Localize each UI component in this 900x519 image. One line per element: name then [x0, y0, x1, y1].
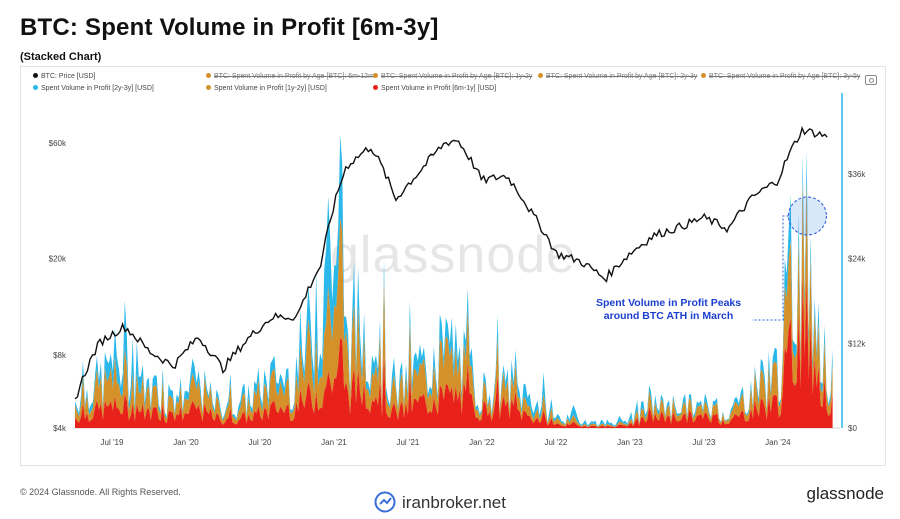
- iranbroker-logo-icon: [374, 491, 396, 513]
- annotation-connector: [752, 215, 789, 321]
- x-tick-label: Jan '24: [765, 438, 791, 447]
- copyright-text: © 2024 Glassnode. All Rights Reserved.: [20, 487, 181, 497]
- legend-item-btc-price[interactable]: BTC: Price [USD]: [33, 73, 95, 80]
- peak-highlight-circle: [787, 196, 827, 236]
- series-area-6m-1y: [75, 276, 833, 428]
- x-tick-label: Jul '20: [249, 438, 272, 447]
- annotation-line-1: Spent Volume in Profit Peaks: [596, 297, 742, 309]
- legend-item-btc-2y-3y[interactable]: BTC: Spent Volume in Profit by Age [BTC]…: [538, 73, 697, 80]
- y-right-tick-label: $12k: [848, 339, 866, 348]
- x-tick-label: Jan '21: [321, 438, 347, 447]
- legend-label: BTC: Spent Volume in Profit by Age [BTC]…: [214, 73, 374, 80]
- legend-label: Spent Volume in Profit [6m-1y] [USD]: [381, 85, 497, 92]
- legend-label: BTC: Spent Volume in Profit by Age [BTC]…: [709, 73, 861, 80]
- legend-swatch: [538, 73, 543, 78]
- camera-icon[interactable]: [865, 75, 877, 85]
- chart-subtitle: (Stacked Chart): [20, 51, 102, 63]
- brand-logo-text: glassnode: [806, 484, 884, 503]
- annotation-text: Spent Volume in Profit Peaks around BTC …: [596, 297, 741, 323]
- annotation-line-2: around BTC ATH in March: [603, 310, 734, 322]
- legend-label: BTC: Price [USD]: [41, 73, 96, 80]
- y-right-tick-label: $36k: [848, 170, 866, 179]
- legend-item-usd-6m-1y[interactable]: Spent Volume in Profit [6m-1y] [USD]: [373, 85, 496, 92]
- x-tick-label: Jan '23: [617, 438, 643, 447]
- x-tick-label: Jul '21: [396, 438, 419, 447]
- x-tick-label: Jul '23: [692, 438, 715, 447]
- y-left-tick-label: $20k: [49, 255, 67, 264]
- legend-swatch: [701, 73, 706, 78]
- legend-swatch: [373, 73, 378, 78]
- y-left-tick-label: $8k: [53, 351, 67, 360]
- watermark-text: glassnode: [330, 226, 577, 284]
- legend-item-btc-1y-2y[interactable]: BTC: Spent Volume in Profit by Age [BTC]…: [373, 73, 532, 80]
- legend-label: BTC: Spent Volume in Profit by Age [BTC]…: [381, 73, 533, 80]
- legend-item-btc-6m-12m[interactable]: BTC: Spent Volume in Profit by Age [BTC]…: [206, 73, 374, 80]
- x-tick-label: Jan '20: [173, 438, 199, 447]
- y-right-tick-label: $24k: [848, 255, 866, 264]
- x-tick-label: Jul '19: [101, 438, 124, 447]
- legend-item-usd-1y-2y[interactable]: Spent Volume in Profit [1y-2y] [USD]: [206, 85, 327, 92]
- chart-title: BTC: Spent Volume in Profit [6m-3y]: [20, 14, 439, 41]
- x-tick-label: Jul '22: [544, 438, 567, 447]
- legend-label: BTC: Spent Volume in Profit by Age [BTC]…: [546, 73, 698, 80]
- source-text: iranbroker.net: [402, 493, 506, 512]
- legend-item-btc-3y-5y[interactable]: BTC: Spent Volume in Profit by Age [BTC]…: [701, 73, 860, 80]
- legend-item-usd-2y-3y[interactable]: Spent Volume in Profit [2y-3y] [USD]: [33, 85, 154, 92]
- legend-swatch: [33, 73, 38, 78]
- legend-label: Spent Volume in Profit [1y-2y] [USD]: [214, 85, 327, 92]
- y-right-tick-label: $0: [848, 424, 857, 433]
- legend-swatch: [373, 85, 378, 90]
- series-area-1y-2y: [75, 182, 833, 428]
- x-tick-label: Jan '22: [469, 438, 495, 447]
- chart-panel: BTC: Price [USD] BTC: Spent Volume in Pr…: [20, 66, 886, 466]
- series-area-2y-3y: [75, 134, 833, 427]
- legend-swatch: [206, 85, 211, 90]
- legend-label: Spent Volume in Profit [2y-3y] [USD]: [41, 85, 154, 92]
- legend-swatch: [206, 73, 211, 78]
- y-left-tick-label: $60k: [49, 139, 67, 148]
- btc-price-line: [74, 125, 828, 400]
- y-left-tick-label: $4k: [53, 424, 67, 433]
- legend-swatch: [33, 85, 38, 90]
